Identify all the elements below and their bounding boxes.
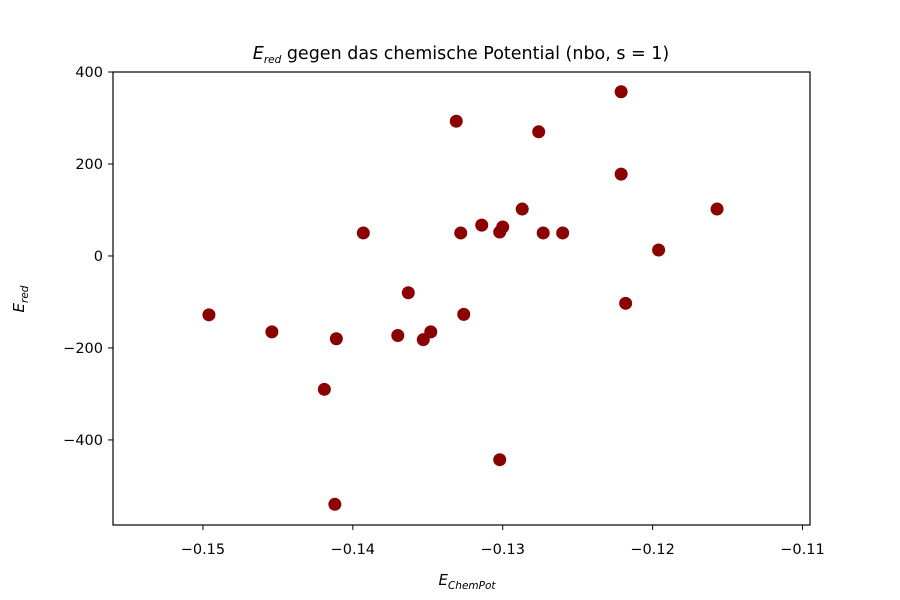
y-axis-subscript: red [19, 285, 31, 303]
x-tick-label: −0.14 [331, 542, 375, 558]
data-point [457, 307, 471, 321]
data-point [454, 226, 468, 240]
data-point [496, 220, 510, 234]
x-axis: −0.15 −0.14 −0.13 −0.12 −0.11 [181, 525, 825, 558]
data-point [328, 497, 342, 511]
data-point [536, 226, 550, 240]
y-axis: 400 200 0 −200 −400 [63, 65, 113, 449]
x-axis-subscript: ChemPot [448, 580, 496, 592]
axes-frame [112, 71, 811, 526]
data-point [614, 85, 628, 99]
y-axis-label: Ered [10, 285, 31, 312]
data-point [475, 218, 489, 232]
data-point [556, 226, 570, 240]
data-point [202, 308, 216, 322]
data-point [401, 286, 415, 300]
data-point [356, 226, 370, 240]
x-tick-label: −0.15 [181, 542, 225, 558]
data-point [265, 325, 279, 339]
data-point [424, 325, 438, 339]
x-axis-label: EChemPot [438, 571, 496, 592]
data-point [449, 114, 463, 128]
title-subscript: red [264, 54, 282, 66]
data-point [317, 382, 331, 396]
data-point [619, 296, 633, 310]
y-axis-symbol: E [10, 302, 28, 312]
x-tick-label: −0.11 [780, 542, 824, 558]
data-point [710, 202, 724, 216]
x-tick-label: −0.13 [481, 542, 525, 558]
y-tick-label: 200 [75, 157, 103, 173]
data-point [614, 167, 628, 181]
data-point [329, 332, 343, 346]
data-point [515, 202, 529, 216]
data-point [391, 329, 405, 343]
x-axis-symbol: E [438, 571, 448, 589]
title-text: gegen das chemische Potential (nbo, s = … [281, 44, 669, 64]
data-point [493, 453, 507, 467]
x-tick-label: −0.12 [630, 542, 674, 558]
chart-title: Ered gegen das chemische Potential (nbo,… [253, 44, 670, 66]
y-tick-label: −200 [63, 341, 103, 357]
title-symbol: E [253, 44, 265, 64]
y-tick-label: −400 [63, 433, 103, 449]
plot-area [202, 85, 724, 511]
y-tick-label: 0 [94, 249, 103, 265]
data-point [652, 243, 666, 257]
y-tick-label: 400 [75, 65, 103, 81]
data-point [532, 125, 546, 139]
